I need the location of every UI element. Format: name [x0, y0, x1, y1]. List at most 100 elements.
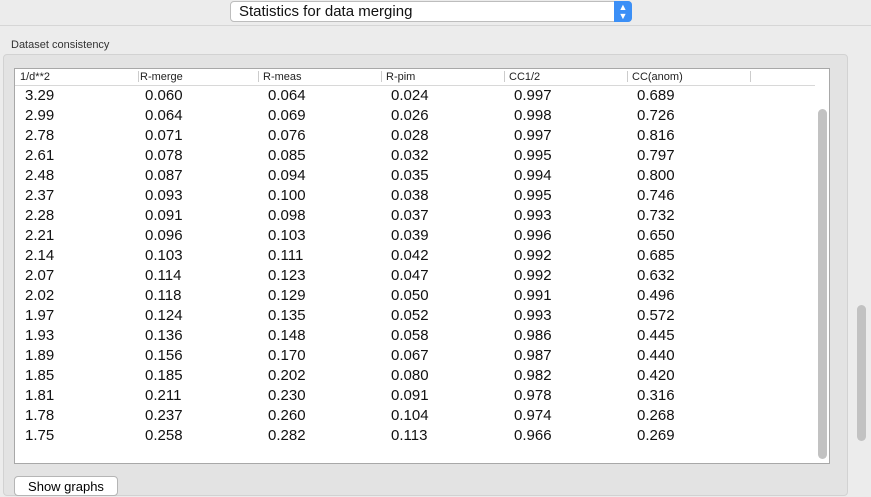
table-cell: 0.816 — [637, 127, 675, 144]
table-cell: 0.994 — [514, 167, 552, 184]
toolbar: Statistics for data merging ▲ ▼ — [0, 0, 871, 26]
selector-value: Statistics for data merging — [239, 3, 413, 20]
table-cell: 0.114 — [145, 267, 182, 284]
table-cell: 0.726 — [637, 107, 675, 124]
table-cell: 0.995 — [514, 187, 552, 204]
table-cell: 0.085 — [268, 147, 306, 164]
table-cell: 0.992 — [514, 247, 552, 264]
table-cell: 0.445 — [637, 327, 675, 344]
table-cell: 0.124 — [145, 307, 183, 324]
table-cell: 0.997 — [514, 127, 552, 144]
table-row[interactable]: 2.14 0.103 0.111 0.042 0.992 0.685 — [15, 247, 815, 267]
table-cell: 0.993 — [514, 207, 552, 224]
page-scrollbar[interactable] — [857, 305, 866, 441]
table-cell: 0.572 — [637, 307, 675, 324]
table-cell: 0.047 — [391, 267, 429, 284]
table-cell: 0.632 — [637, 267, 675, 284]
table-cell: 2.61 — [25, 147, 55, 164]
table-cell: 0.987 — [514, 347, 552, 364]
table-cell: 0.269 — [637, 427, 675, 444]
table-cell: 0.067 — [391, 347, 429, 364]
table-row[interactable]: 2.28 0.091 0.098 0.037 0.993 0.732 — [15, 207, 815, 227]
table-cell: 0.098 — [268, 207, 306, 224]
table-cell: 0.258 — [145, 427, 183, 444]
table-row[interactable]: 1.78 0.237 0.260 0.104 0.974 0.268 — [15, 407, 815, 427]
column-divider[interactable] — [750, 71, 751, 82]
table-cell: 0.992 — [514, 267, 552, 284]
table-scrollbar[interactable] — [818, 109, 827, 459]
table-cell: 0.091 — [391, 387, 429, 404]
table-cell: 0.035 — [391, 167, 429, 184]
column-header[interactable]: CC1/2 — [509, 71, 541, 83]
table-cell: 0.032 — [391, 147, 429, 164]
table-cell: 2.48 — [25, 167, 55, 184]
column-divider[interactable] — [258, 71, 259, 82]
table-row[interactable]: 2.99 0.064 0.069 0.026 0.998 0.726 — [15, 107, 815, 127]
table-cell: 0.024 — [391, 87, 429, 104]
table-cell: 0.732 — [637, 207, 675, 224]
column-divider[interactable] — [504, 71, 505, 82]
table-cell: 1.85 — [25, 367, 55, 384]
table-cell: 0.113 — [391, 427, 428, 444]
table-cell: 0.202 — [268, 367, 306, 384]
table-cell: 0.042 — [391, 247, 429, 264]
column-header[interactable]: R-pim — [386, 71, 416, 83]
table-cell: 0.096 — [145, 227, 183, 244]
table-row[interactable]: 2.48 0.087 0.094 0.035 0.994 0.800 — [15, 167, 815, 187]
table-cell: 2.21 — [25, 227, 55, 244]
statistics-selector[interactable]: Statistics for data merging ▲ ▼ — [230, 1, 632, 22]
table-cell: 0.982 — [514, 367, 552, 384]
table-row[interactable]: 1.89 0.156 0.170 0.067 0.987 0.440 — [15, 347, 815, 367]
column-divider[interactable] — [381, 71, 382, 82]
table-cell: 0.746 — [637, 187, 675, 204]
table-cell: 0.111 — [268, 247, 304, 264]
table-row[interactable]: 1.97 0.124 0.135 0.052 0.993 0.572 — [15, 307, 815, 327]
table-cell: 0.050 — [391, 287, 429, 304]
table-row[interactable]: 1.81 0.211 0.230 0.091 0.978 0.316 — [15, 387, 815, 407]
table-cell: 0.087 — [145, 167, 183, 184]
table-cell: 0.316 — [637, 387, 675, 404]
table-cell: 2.14 — [25, 247, 55, 264]
table-cell: 0.978 — [514, 387, 552, 404]
table-cell: 0.998 — [514, 107, 552, 124]
table-cell: 0.058 — [391, 327, 429, 344]
table-row[interactable]: 1.93 0.136 0.148 0.058 0.986 0.445 — [15, 327, 815, 347]
table-cell: 0.080 — [391, 367, 429, 384]
column-divider[interactable] — [627, 71, 628, 82]
table-cell: 0.211 — [145, 387, 182, 404]
show-graphs-button[interactable]: Show graphs — [14, 476, 118, 496]
table-row[interactable]: 1.75 0.258 0.282 0.113 0.966 0.269 — [15, 427, 815, 447]
table-cell: 0.037 — [391, 207, 429, 224]
table-cell: 0.995 — [514, 147, 552, 164]
column-header[interactable]: 1/d**2 — [20, 71, 50, 83]
table-row[interactable]: 2.21 0.096 0.103 0.039 0.996 0.650 — [15, 227, 815, 247]
table-cell: 0.997 — [514, 87, 552, 104]
table-row[interactable]: 2.02 0.118 0.129 0.050 0.991 0.496 — [15, 287, 815, 307]
table-row[interactable]: 1.85 0.185 0.202 0.080 0.982 0.420 — [15, 367, 815, 387]
table-cell: 0.993 — [514, 307, 552, 324]
column-header[interactable]: CC(anom) — [632, 71, 683, 83]
table-cell: 0.136 — [145, 327, 183, 344]
table-cell: 0.148 — [268, 327, 306, 344]
table-row[interactable]: 2.61 0.078 0.085 0.032 0.995 0.797 — [15, 147, 815, 167]
table-cell: 0.260 — [268, 407, 306, 424]
table-row[interactable]: 2.78 0.071 0.076 0.028 0.997 0.816 — [15, 127, 815, 147]
table-row[interactable]: 2.37 0.093 0.100 0.038 0.995 0.746 — [15, 187, 815, 207]
table-row[interactable]: 2.07 0.114 0.123 0.047 0.992 0.632 — [15, 267, 815, 287]
table-cell: 1.97 — [25, 307, 55, 324]
table-cell: 0.156 — [145, 347, 183, 364]
table-cell: 0.689 — [637, 87, 675, 104]
table-row[interactable]: 3.29 0.060 0.064 0.024 0.997 0.689 — [15, 87, 815, 107]
table-cell: 0.103 — [145, 247, 183, 264]
table-cell: 0.268 — [637, 407, 675, 424]
table-cell: 0.078 — [145, 147, 183, 164]
table-cell: 0.094 — [268, 167, 306, 184]
column-header[interactable]: R-merge — [140, 71, 183, 83]
table-cell: 0.797 — [637, 147, 675, 164]
column-header[interactable]: R-meas — [263, 71, 302, 83]
table-cell: 3.29 — [25, 87, 55, 104]
table-cell: 0.237 — [145, 407, 183, 424]
column-divider[interactable] — [138, 71, 139, 82]
table-cell: 0.496 — [637, 287, 675, 304]
table-cell: 0.135 — [268, 307, 306, 324]
